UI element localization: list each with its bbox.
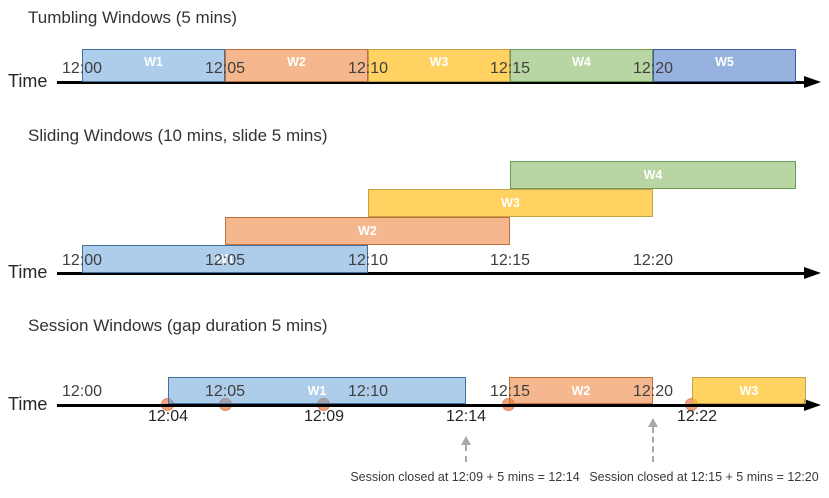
tick-label: 12:20 — [632, 60, 674, 77]
session-time-axis — [57, 404, 809, 407]
window-label: W4 — [643, 168, 663, 182]
session-title: Session Windows (gap duration 5 mins) — [28, 316, 328, 335]
window-label: W2 — [287, 55, 306, 69]
session-close-arrow-line — [465, 445, 467, 462]
tumbling-window-w1: W1 — [82, 49, 225, 82]
tick-label: 12:05 — [204, 252, 246, 269]
sliding-title: Sliding Windows (10 mins, slide 5 mins) — [28, 126, 328, 145]
session-window-w1: W1 — [168, 377, 466, 404]
session-axis-arrow-icon — [804, 399, 821, 411]
session-close-annotation: Session closed at 12:09 + 5 mins = 12:14 — [350, 470, 580, 484]
session-time-axis-label: Time — [8, 394, 48, 414]
tumbling-time-axis-label: Time — [8, 71, 48, 91]
tumbling-time-axis — [57, 81, 809, 84]
sliding-window-w2: W2 — [225, 217, 510, 245]
sliding-window-w3: W3 — [368, 189, 653, 217]
tick-label: 12:10 — [347, 252, 389, 269]
window-label: W1 — [215, 252, 235, 266]
sliding-window-w1: W1 — [82, 245, 368, 273]
tumbling-window-w4: W4 — [510, 49, 653, 82]
tumbling-axis-arrow-icon — [804, 76, 821, 88]
sliding-window-w4: W4 — [510, 161, 796, 189]
event-time-label: 12:04 — [147, 408, 189, 425]
tumbling-title: Tumbling Windows (5 mins) — [28, 8, 238, 27]
tick-label: 12:05 — [204, 383, 246, 400]
session-close-arrow-icon — [648, 418, 658, 427]
tick-label: 12:15 — [489, 60, 531, 77]
tick-label: 12:20 — [632, 383, 674, 400]
session-window-w3: W3 — [692, 377, 806, 404]
tumbling-window-w3: W3 — [368, 49, 510, 82]
session-close-annotation: Session closed at 12:15 + 5 mins = 12:20 — [589, 470, 819, 484]
tick-label: 12:00 — [61, 252, 103, 269]
tick-label: 12:20 — [632, 252, 674, 269]
session-close-arrow-line — [652, 427, 654, 462]
window-label: W2 — [358, 224, 377, 238]
window-label: W4 — [572, 55, 591, 69]
tick-label: 12:10 — [347, 383, 389, 400]
event-time-label: 12:14 — [445, 408, 487, 425]
window-label: W1 — [307, 383, 327, 398]
tumbling-window-w5: W5 — [653, 49, 796, 82]
sliding-time-axis — [57, 272, 809, 275]
tick-label: 12:05 — [204, 60, 246, 77]
tick-label: 12:15 — [489, 252, 531, 269]
window-label: W3 — [501, 196, 520, 210]
tick-label: 12:15 — [489, 383, 531, 400]
tumbling-window-w2: W2 — [225, 49, 368, 82]
session-window-w2: W2 — [509, 377, 653, 404]
sliding-axis-arrow-icon — [804, 267, 821, 279]
window-label: W3 — [739, 383, 759, 398]
sliding-time-axis-label: Time — [8, 262, 48, 282]
event-time-label: 12:09 — [303, 408, 345, 425]
event-time-label: 12:22 — [676, 408, 718, 425]
window-label: W1 — [144, 55, 163, 69]
tick-label: 12:00 — [61, 60, 103, 77]
tick-label: 12:10 — [347, 60, 389, 77]
window-label: W2 — [571, 383, 591, 398]
tick-label: 12:00 — [61, 383, 103, 400]
window-label: W3 — [429, 55, 449, 69]
window-label: W5 — [715, 55, 734, 69]
session-close-arrow-icon — [461, 436, 471, 445]
